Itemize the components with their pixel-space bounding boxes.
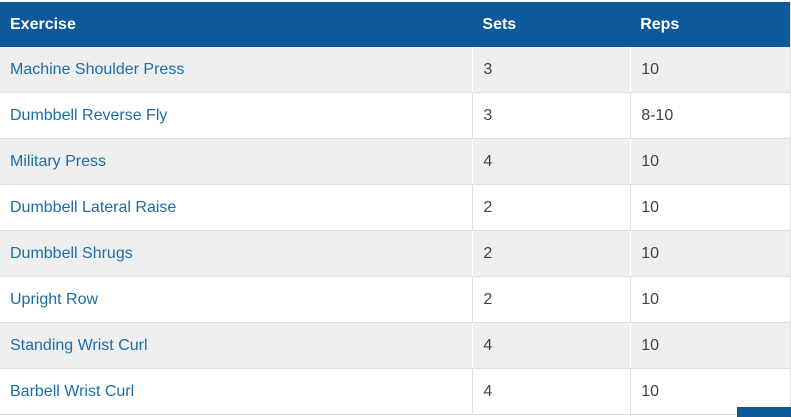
exercise-link[interactable]: Barbell Wrist Curl <box>10 382 135 400</box>
exercise-cell: Dumbbell Shrugs <box>0 231 472 276</box>
table-row: Barbell Wrist Curl 4 10 <box>0 369 790 415</box>
sets-cell: 4 <box>472 369 630 414</box>
exercise-cell: Standing Wrist Curl <box>0 323 472 368</box>
sets-cell: 3 <box>472 47 630 92</box>
sets-cell: 2 <box>472 231 630 276</box>
exercise-cell: Upright Row <box>0 277 472 322</box>
sets-cell: 3 <box>472 93 630 138</box>
column-header-sets: Sets <box>472 2 630 47</box>
exercise-cell: Military Press <box>0 139 472 184</box>
column-header-reps: Reps <box>630 2 790 47</box>
column-header-exercise-label: Exercise <box>10 15 76 33</box>
sets-cell: 2 <box>472 185 630 230</box>
exercise-link[interactable]: Upright Row <box>10 290 99 308</box>
reps-cell: 10 <box>630 369 790 414</box>
sets-cell: 4 <box>472 139 630 184</box>
bottom-right-blue-accent <box>737 407 791 417</box>
table-row: Standing Wrist Curl 4 10 <box>0 323 790 369</box>
table-row: Upright Row 2 10 <box>0 277 790 323</box>
table-header-row: Exercise Sets Reps <box>0 2 790 47</box>
sets-cell: 2 <box>472 277 630 322</box>
reps-cell: 10 <box>630 139 790 184</box>
column-header-sets-label: Sets <box>482 15 517 33</box>
table-row: Dumbbell Lateral Raise 2 10 <box>0 185 790 231</box>
column-header-exercise: Exercise <box>0 2 472 47</box>
reps-cell: 10 <box>630 185 790 230</box>
table-body: Machine Shoulder Press 3 10 Dumbbell Revers… <box>0 47 790 415</box>
exercise-link[interactable]: Machine Shoulder Press <box>10 60 185 78</box>
exercise-cell: Dumbbell Lateral Raise <box>0 185 472 230</box>
reps-cell: 10 <box>630 277 790 322</box>
table-row: Machine Shoulder Press 3 10 <box>0 47 790 93</box>
reps-cell: 10 <box>630 323 790 368</box>
table-row: Dumbbell Reverse Fly 3 8-10 <box>0 93 790 139</box>
table-row: Dumbbell Shrugs 2 10 <box>0 231 790 277</box>
column-header-reps-label: Reps <box>640 15 680 33</box>
table-row: Military Press 4 10 <box>0 139 790 185</box>
exercise-link[interactable]: Dumbbell Shrugs <box>10 244 133 262</box>
exercise-link[interactable]: Standing Wrist Curl <box>10 336 148 354</box>
reps-cell: 10 <box>630 231 790 276</box>
exercise-cell: Machine Shoulder Press <box>0 47 472 92</box>
exercise-link[interactable]: Dumbbell Reverse Fly <box>10 106 168 124</box>
reps-cell: 10 <box>630 47 790 92</box>
exercise-cell: Dumbbell Reverse Fly <box>0 93 472 138</box>
exercise-link[interactable]: Military Press <box>10 152 107 170</box>
sets-cell: 4 <box>472 323 630 368</box>
reps-cell: 8-10 <box>630 93 790 138</box>
exercise-cell: Barbell Wrist Curl <box>0 369 472 414</box>
exercise-link[interactable]: Dumbbell Lateral Raise <box>10 198 177 216</box>
